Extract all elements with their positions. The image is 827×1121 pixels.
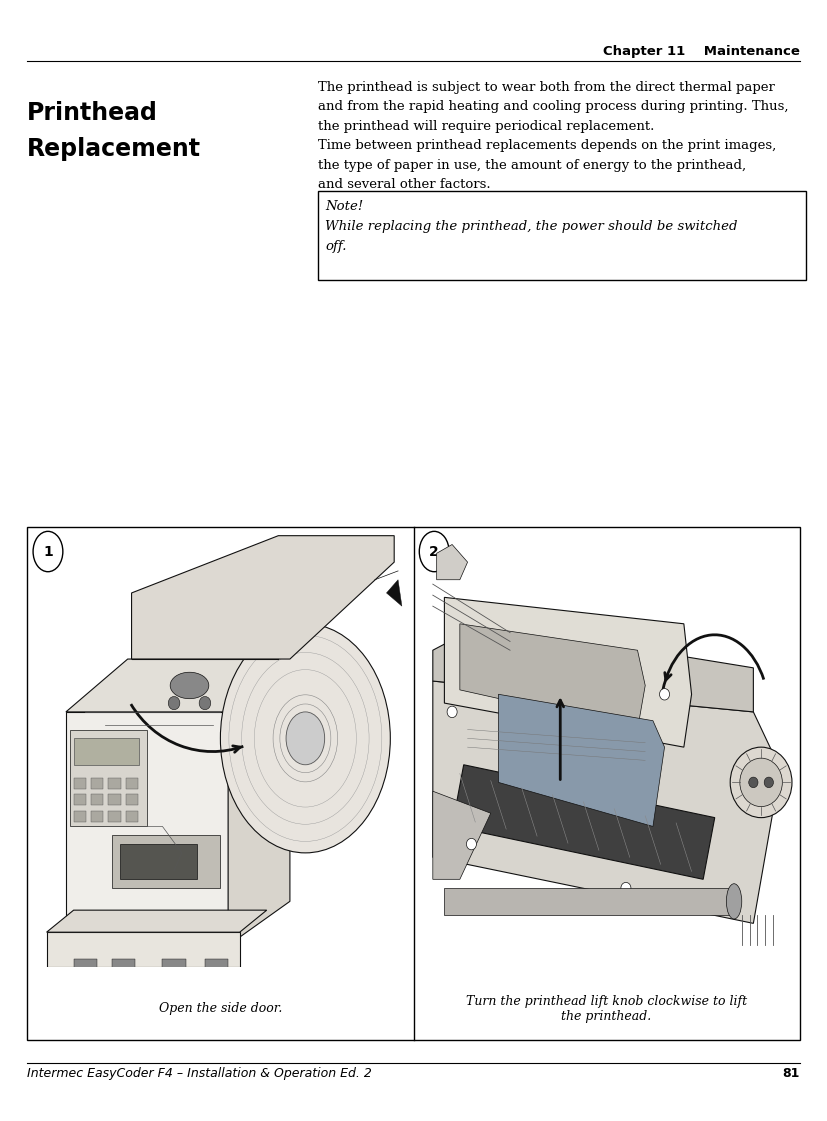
Circle shape bbox=[621, 882, 631, 893]
Bar bbox=[112, 958, 136, 976]
Bar bbox=[91, 810, 103, 822]
Bar bbox=[126, 778, 138, 788]
Polygon shape bbox=[131, 536, 394, 659]
Ellipse shape bbox=[220, 623, 390, 853]
Polygon shape bbox=[66, 712, 228, 945]
Bar bbox=[126, 795, 138, 805]
Polygon shape bbox=[444, 597, 691, 747]
Bar bbox=[126, 810, 138, 822]
Text: Chapter 11    Maintenance: Chapter 11 Maintenance bbox=[603, 45, 800, 58]
Polygon shape bbox=[460, 623, 645, 730]
Text: 2: 2 bbox=[429, 545, 439, 558]
Polygon shape bbox=[433, 791, 490, 879]
Ellipse shape bbox=[170, 673, 208, 698]
Bar bbox=[74, 958, 97, 976]
Text: Replacement: Replacement bbox=[27, 137, 201, 160]
Bar bbox=[91, 778, 103, 788]
Text: and from the rapid heating and cooling process during printing. Thus,: and from the rapid heating and cooling p… bbox=[318, 100, 789, 113]
Text: and several other factors.: and several other factors. bbox=[318, 178, 491, 192]
Polygon shape bbox=[433, 682, 781, 924]
Bar bbox=[74, 810, 86, 822]
Text: the printhead will require periodical replacement.: the printhead will require periodical re… bbox=[318, 120, 655, 133]
Bar bbox=[74, 739, 139, 765]
Bar bbox=[318, 191, 806, 280]
Bar bbox=[108, 795, 121, 805]
Text: the type of paper in use, the amount of energy to the printhead,: the type of paper in use, the amount of … bbox=[318, 158, 747, 172]
Text: off.: off. bbox=[325, 240, 347, 253]
Text: The printhead is subject to wear both from the direct thermal paper: The printhead is subject to wear both fr… bbox=[318, 81, 775, 94]
Bar bbox=[108, 810, 121, 822]
Bar bbox=[205, 958, 228, 976]
Circle shape bbox=[466, 839, 476, 850]
Circle shape bbox=[447, 706, 457, 717]
Bar bbox=[69, 730, 147, 826]
Polygon shape bbox=[46, 933, 240, 967]
Bar bbox=[162, 958, 185, 976]
Polygon shape bbox=[386, 580, 402, 606]
Polygon shape bbox=[433, 623, 753, 712]
Circle shape bbox=[764, 777, 773, 788]
Text: Printhead: Printhead bbox=[27, 101, 158, 124]
Polygon shape bbox=[499, 694, 665, 826]
Text: 81: 81 bbox=[782, 1067, 800, 1081]
Bar bbox=[74, 778, 86, 788]
Polygon shape bbox=[66, 659, 290, 712]
Circle shape bbox=[740, 758, 782, 807]
Circle shape bbox=[419, 531, 449, 572]
Circle shape bbox=[168, 696, 179, 710]
Polygon shape bbox=[452, 765, 715, 879]
Text: Time between printhead replacements depends on the print images,: Time between printhead replacements depe… bbox=[318, 139, 777, 152]
Bar bbox=[108, 778, 121, 788]
Circle shape bbox=[33, 531, 63, 572]
Ellipse shape bbox=[726, 883, 742, 919]
Bar bbox=[91, 795, 103, 805]
Polygon shape bbox=[228, 659, 290, 945]
Text: Intermec EasyCoder F4 – Installation & Operation Ed. 2: Intermec EasyCoder F4 – Installation & O… bbox=[27, 1067, 372, 1081]
Bar bbox=[444, 888, 734, 915]
Bar bbox=[27, 527, 800, 1040]
Text: 1: 1 bbox=[43, 545, 53, 558]
Bar bbox=[74, 795, 86, 805]
Text: While replacing the printhead, the power should be switched: While replacing the printhead, the power… bbox=[325, 220, 738, 233]
Polygon shape bbox=[120, 844, 197, 879]
Text: Note!: Note! bbox=[325, 200, 363, 213]
Circle shape bbox=[748, 777, 758, 788]
Circle shape bbox=[659, 688, 670, 700]
Text: Open the side door.: Open the side door. bbox=[159, 1002, 282, 1016]
Ellipse shape bbox=[286, 712, 325, 765]
Text: Turn the printhead lift knob clockwise to lift
the printhead.: Turn the printhead lift knob clockwise t… bbox=[466, 995, 747, 1022]
Polygon shape bbox=[112, 835, 220, 888]
Polygon shape bbox=[46, 910, 267, 933]
Circle shape bbox=[199, 696, 211, 710]
Circle shape bbox=[730, 748, 792, 817]
Polygon shape bbox=[437, 545, 467, 580]
Circle shape bbox=[718, 896, 728, 907]
